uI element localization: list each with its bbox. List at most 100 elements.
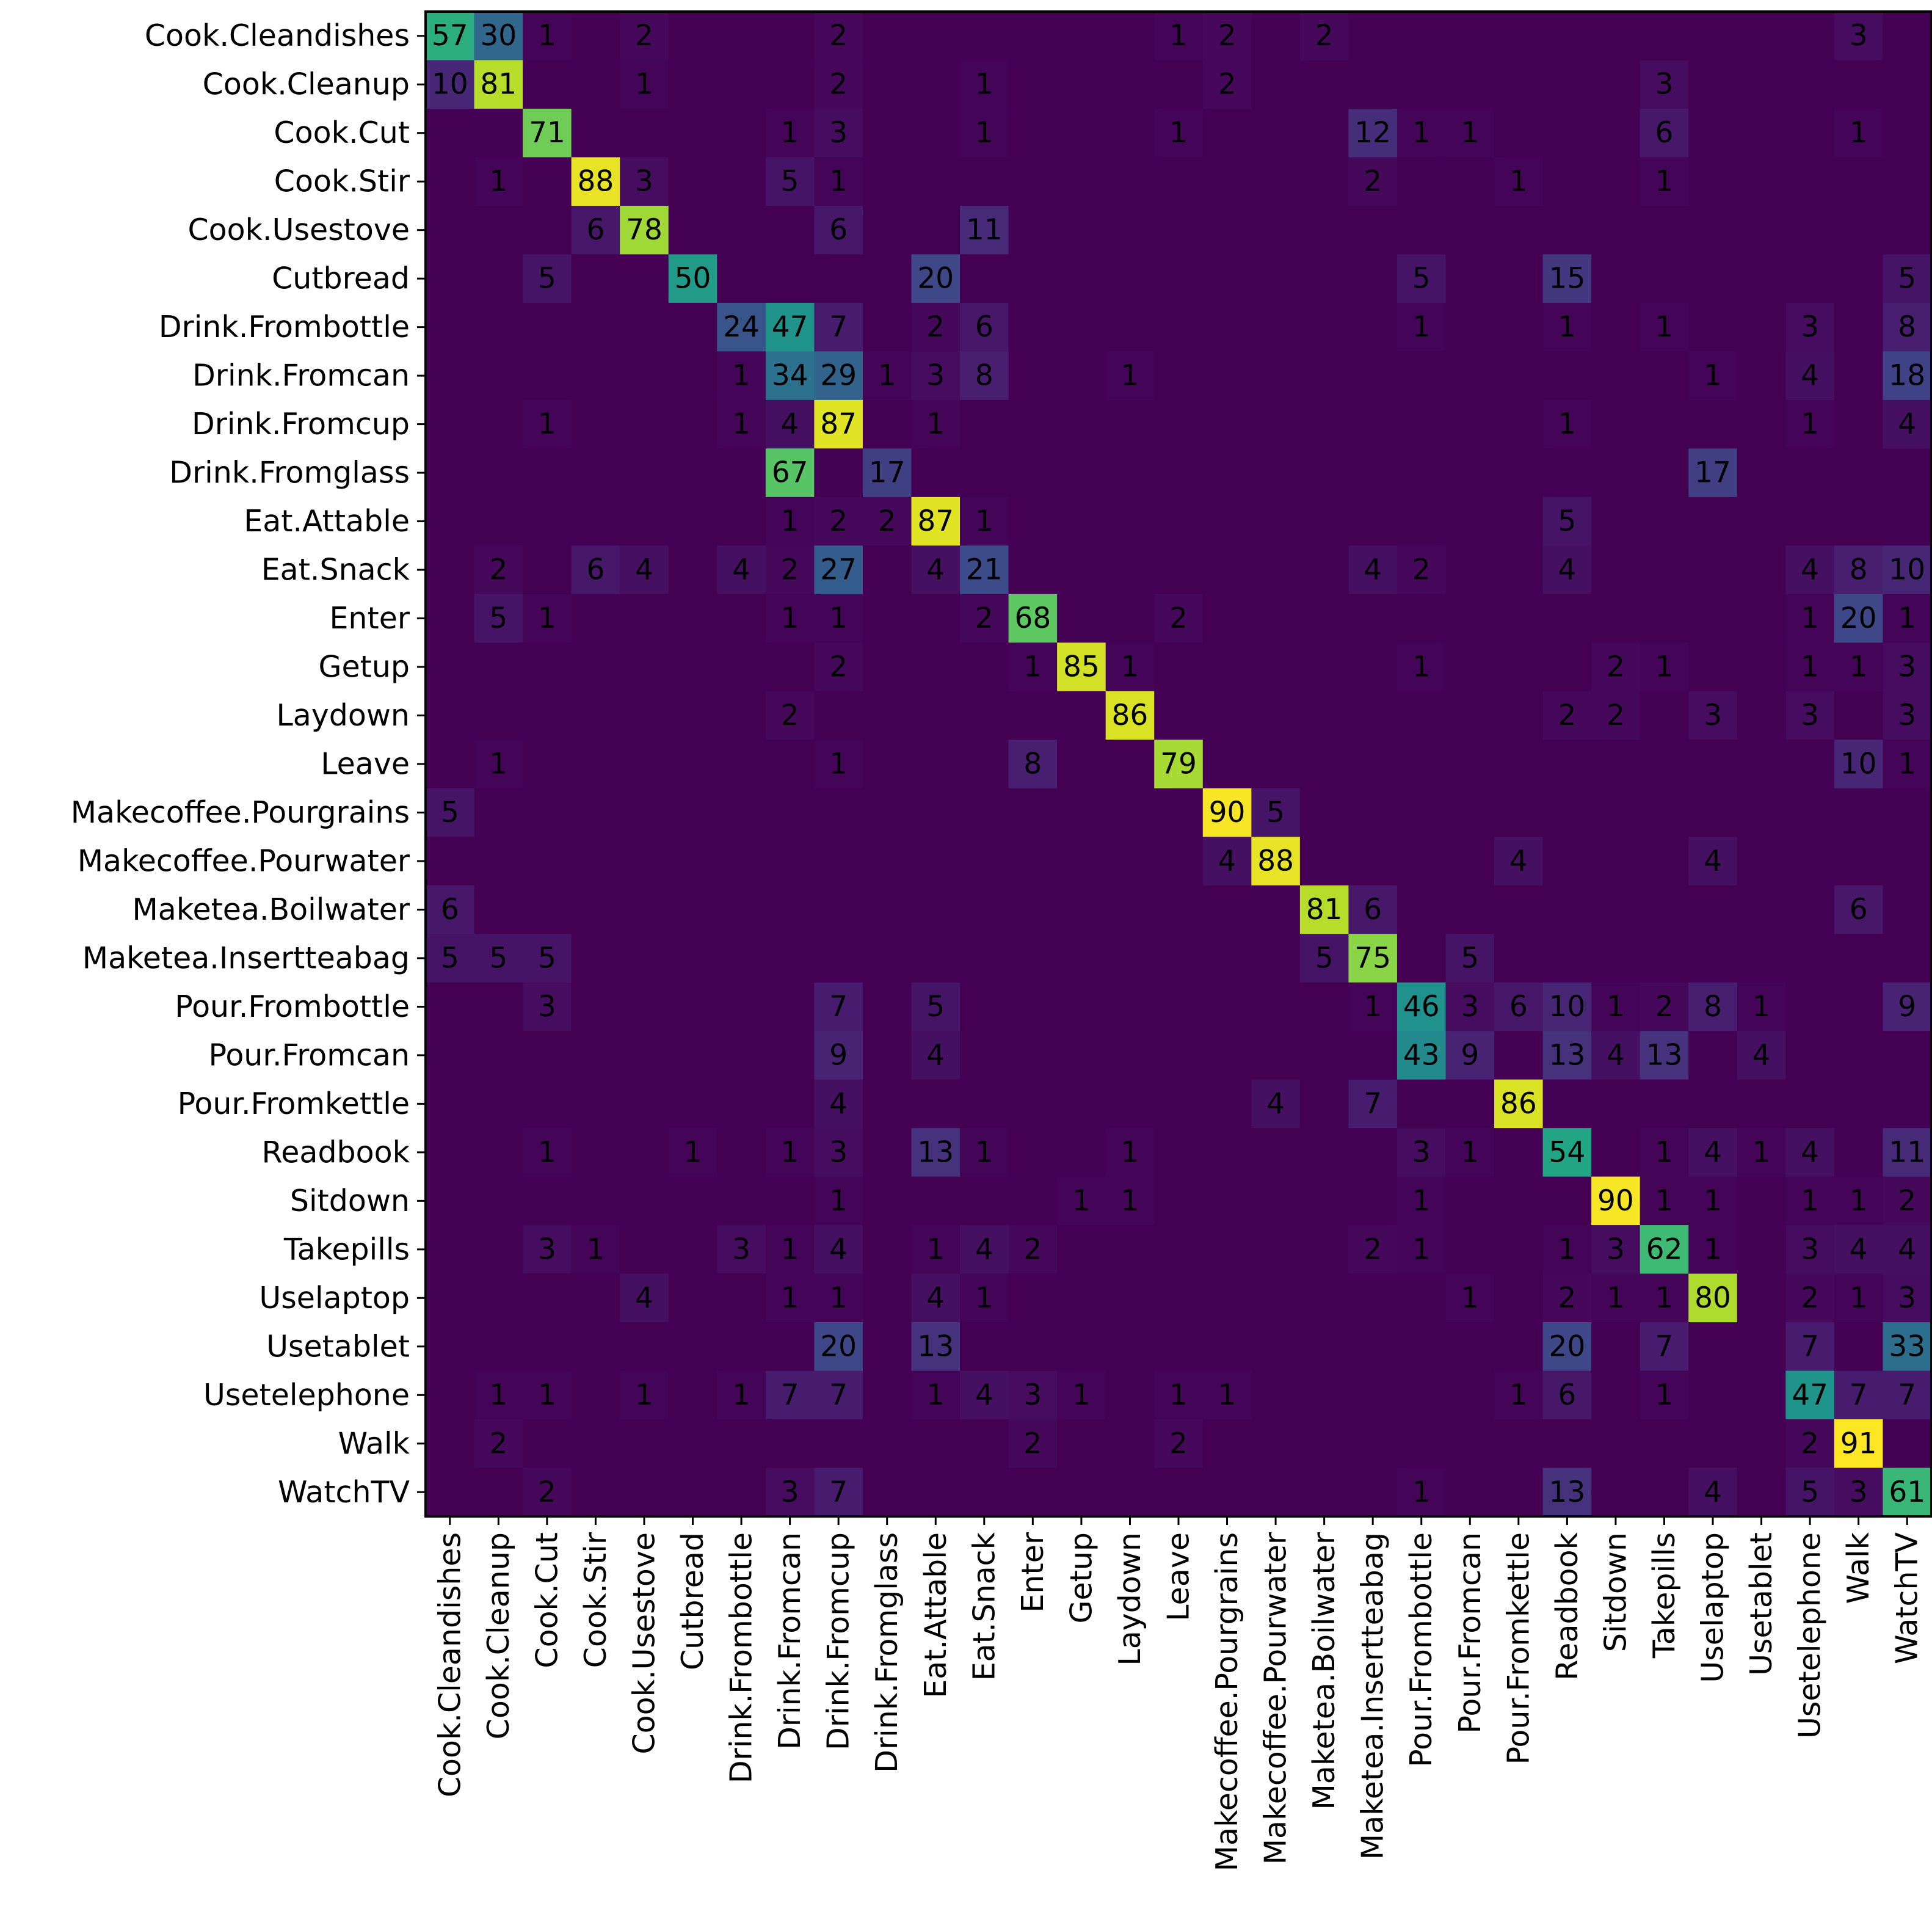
- heatmap-cell: [960, 12, 1009, 61]
- heatmap-cell: [1057, 108, 1106, 158]
- heatmap-cell: [765, 788, 815, 837]
- y-tick-label: Drink.Frombottle: [159, 310, 410, 344]
- cell-value-label: 8: [975, 359, 993, 393]
- heatmap-cell: [474, 1273, 523, 1323]
- cell-value-label: 4: [1364, 553, 1382, 587]
- cell-value-label: 5: [781, 165, 799, 198]
- heatmap-cell: [1057, 254, 1106, 304]
- heatmap-cell: [523, 108, 572, 158]
- heatmap-cell: [1105, 594, 1155, 643]
- heatmap-cell: [1105, 788, 1155, 837]
- heatmap-cell: [1251, 1225, 1301, 1275]
- heatmap-cell: [1494, 691, 1544, 740]
- heatmap-cell: [1591, 108, 1641, 158]
- heatmap-cell: [1834, 1225, 1884, 1275]
- cell-value-label: 7: [1898, 1378, 1916, 1412]
- heatmap-cell: [1834, 1419, 1884, 1469]
- cell-value-label: 47: [1792, 1378, 1828, 1412]
- heatmap-cell: [1202, 351, 1252, 401]
- heatmap-cell: [1251, 448, 1301, 498]
- cell-value-label: 1: [1801, 1184, 1819, 1218]
- heatmap-cell: [1591, 157, 1641, 206]
- cell-value-label: 4: [1801, 553, 1819, 587]
- cell-value-label: 5: [1461, 941, 1479, 975]
- heatmap-cell: [426, 60, 475, 109]
- cell-value-label: 1: [1023, 650, 1042, 684]
- heatmap-cell: [1008, 302, 1058, 352]
- heatmap-cell: [1154, 1128, 1204, 1177]
- heatmap-cell: [1445, 1419, 1495, 1469]
- heatmap-cell: [1688, 302, 1738, 352]
- heatmap-cell: [911, 837, 961, 886]
- x-tick-label: Eat.Attable: [918, 1532, 953, 1698]
- heatmap-cell: [668, 691, 717, 740]
- heatmap-cell: [474, 157, 523, 206]
- heatmap-cell: [1688, 157, 1738, 206]
- heatmap-cell: [911, 1079, 961, 1129]
- y-tick-label: Pour.Fromkettle: [178, 1086, 410, 1121]
- heatmap-cell: [571, 12, 620, 61]
- heatmap-cell: [1251, 691, 1301, 740]
- heatmap-cell: [862, 1128, 912, 1177]
- heatmap-cell: [426, 12, 475, 61]
- heatmap-cell: [571, 1322, 620, 1372]
- cell-value-label: 4: [1704, 1135, 1722, 1169]
- heatmap-cell: [1883, 1419, 1932, 1469]
- y-tick-label: Enter: [329, 601, 410, 636]
- x-tick-label: Usetablet: [1744, 1532, 1779, 1676]
- heatmap-cell: [717, 1225, 766, 1275]
- cell-value-label: 1: [489, 165, 507, 198]
- heatmap-cell: [1591, 1273, 1641, 1323]
- heatmap-cell: [1688, 205, 1738, 255]
- plot-frame: [424, 10, 1932, 1518]
- heatmap-cell: [814, 1128, 863, 1177]
- heatmap-cell: [862, 642, 912, 692]
- heatmap-cell: [1396, 448, 1447, 498]
- heatmap-cell: [1688, 1468, 1738, 1517]
- heatmap-cell: [814, 108, 863, 158]
- heatmap-cell: [1105, 302, 1155, 352]
- heatmap-cell: [1494, 302, 1544, 352]
- cell-value-label: 5: [1315, 941, 1334, 975]
- heatmap-cell: [1834, 885, 1884, 934]
- heatmap-cell: [717, 205, 766, 255]
- heatmap-cell: [1785, 740, 1835, 789]
- heatmap-cell: [1202, 1176, 1252, 1226]
- heatmap-cell: [1640, 982, 1689, 1031]
- heatmap-cell: [426, 837, 475, 886]
- heatmap-cell: [1542, 837, 1592, 886]
- heatmap-cell: [1348, 934, 1398, 983]
- heatmap-cell: [1591, 205, 1641, 255]
- cell-value-label: 4: [1752, 1038, 1771, 1072]
- y-tick-label: Cook.Cleandishes: [145, 18, 410, 53]
- heatmap-cell: [765, 982, 815, 1031]
- heatmap-cell: [765, 934, 815, 983]
- heatmap-cell: [960, 1176, 1009, 1226]
- heatmap-cell: [1591, 448, 1641, 498]
- heatmap-cell: [1105, 1370, 1155, 1420]
- heatmap-cell: [765, 1468, 815, 1517]
- heatmap-cell: [1251, 642, 1301, 692]
- heatmap-cell: [1057, 594, 1106, 643]
- x-axis: Cook.Cleandishes Cook.Cleanup Cook.Cut Cook…: [432, 1516, 1925, 1871]
- heatmap-cell: [1883, 1322, 1932, 1372]
- heatmap-cell: [717, 594, 766, 643]
- heatmap-cell: [814, 497, 863, 546]
- heatmap-cells: [426, 12, 1932, 1517]
- heatmap-cell: [1251, 157, 1301, 206]
- heatmap-cell: [960, 594, 1009, 643]
- cell-value-label: 4: [926, 1038, 945, 1072]
- heatmap-cell: [668, 642, 717, 692]
- heatmap-cell: [1494, 934, 1544, 983]
- heatmap-cell: [814, 642, 863, 692]
- heatmap-cell: [1688, 740, 1738, 789]
- heatmap-cell: [1785, 934, 1835, 983]
- heatmap-cell: [1154, 302, 1204, 352]
- heatmap-cell: [1785, 982, 1835, 1031]
- cell-value-label: 1: [926, 1232, 945, 1266]
- heatmap-cell: [1202, 12, 1252, 61]
- heatmap-cell: [1154, 1176, 1204, 1226]
- heatmap-cell: [814, 545, 863, 595]
- heatmap-cell: [1154, 885, 1204, 934]
- heatmap-cell: [1299, 497, 1349, 546]
